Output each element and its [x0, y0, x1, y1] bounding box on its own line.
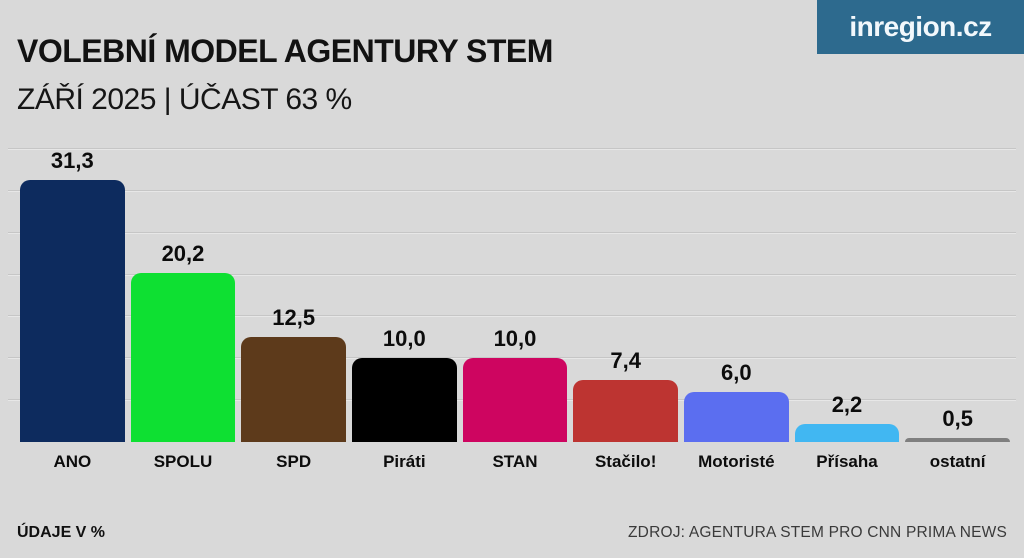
bar-stan — [462, 358, 568, 442]
bar-motoriste — [684, 391, 789, 442]
bar-label-ano: ANO — [53, 452, 92, 471]
bar-label-spd: SPD — [276, 452, 312, 471]
category-labels-row: ANO SPOLU SPD Piráti STAN Stačilo! Motoristé Př… — [17, 447, 1013, 477]
bar-slot-ostatni: 0,5 — [902, 149, 1013, 442]
gridline-15 — [8, 315, 1016, 318]
bar-slot-motoriste: 6,0 — [681, 149, 792, 442]
bar-slot-prisaha: 2,2 — [792, 149, 903, 442]
bar-slot-stacilo: 7,4 — [570, 149, 681, 442]
inregion-logo-text: inregion.cz — [849, 11, 992, 42]
bar-value-pirati: 10,0 — [382, 326, 426, 352]
bar-spolu — [130, 272, 236, 442]
bar-label-stan: STAN — [492, 452, 538, 471]
bar-value-motoriste: 6,0 — [721, 359, 752, 385]
bar-slot-ano: 31,3 — [17, 147, 128, 442]
bar-slot-pirati: 10,0 — [349, 149, 460, 442]
bar-value-stan: 10,0 — [493, 326, 537, 352]
inregion-logo: inregion.cz — [817, 0, 1024, 54]
bar-slot-spolu: 20,2 — [128, 149, 239, 442]
bar-stacilo — [573, 380, 678, 442]
bar-prisaha — [794, 423, 900, 442]
plot-area: 31,3 20,2 12,5 10,0 10,0 7,4 6,0 2,2 0,5 — [0, 147, 1024, 442]
source-note: ZDROJ: AGENTURA STEM PRO CNN PRIMA NEWS — [628, 524, 1007, 541]
bar-value-stacilo: 7,4 — [610, 348, 641, 374]
bar-label-ostatni: ostatní — [929, 452, 986, 471]
page-title: VOLEBNÍ MODEL AGENTURY STEM — [17, 33, 553, 70]
gridline-30 — [8, 189, 1016, 192]
bar-slot-stan: 10,0 — [460, 149, 571, 442]
bar-label-motoriste: Motoristé — [698, 452, 775, 471]
page-subtitle: ZÁŘÍ 2025 | ÚČAST 63 % — [17, 82, 352, 116]
bars-area: 31,3 20,2 12,5 10,0 10,0 7,4 6,0 2,2 0,5 — [17, 147, 1013, 442]
bar-pirati — [352, 358, 457, 442]
bar-ano — [20, 179, 125, 442]
bar-ostatni — [905, 437, 1010, 442]
bar-slot-spd: 12,5 — [238, 149, 349, 442]
bar-value-ostatni: 0,5 — [942, 405, 973, 431]
bar-label-spolu: SPOLU — [153, 452, 213, 471]
bar-value-ano: 31,3 — [50, 147, 94, 173]
bar-label-stacilo: Stačilo! — [594, 452, 657, 471]
gridline-35 — [8, 148, 1016, 150]
bar-spd — [241, 337, 346, 442]
gridline-25 — [8, 231, 1016, 234]
units-note: ÚDAJE V % — [17, 524, 106, 541]
bar-label-prisaha: Přísaha — [816, 452, 878, 471]
bar-value-spd: 12,5 — [272, 305, 316, 331]
bar-value-prisaha: 2,2 — [831, 391, 863, 417]
bar-label-pirati: Piráti — [383, 452, 426, 471]
gridline-20 — [8, 273, 1016, 276]
bar-value-spolu: 20,2 — [161, 240, 205, 266]
